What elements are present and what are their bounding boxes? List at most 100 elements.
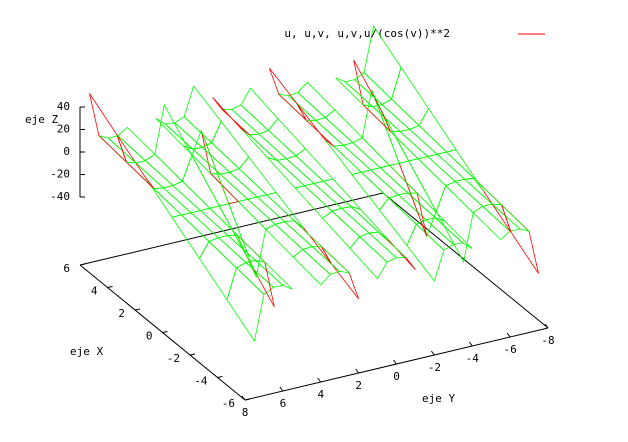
surface-cell: [162, 185, 202, 214]
surface-cell: [340, 206, 380, 234]
surface-cell: [321, 210, 361, 250]
y-tick: [468, 341, 473, 347]
surface-cell: [265, 223, 304, 258]
surface-cell: [305, 119, 345, 147]
surface-cell: [321, 246, 360, 300]
surface-cell: [445, 149, 484, 192]
surface-cell: [212, 97, 250, 136]
y-tick-label: -4: [466, 352, 480, 365]
y-tick: [355, 368, 360, 374]
surface-cell: [277, 93, 317, 121]
surface-cell: [171, 214, 210, 260]
surface-cell: [352, 137, 391, 169]
y-tick-label: -6: [504, 343, 517, 356]
x-tick: [79, 263, 86, 266]
surface-cell: [379, 165, 419, 194]
surface-cell: [490, 203, 530, 232]
surface-cell: [324, 109, 363, 144]
surface-cell: [285, 155, 325, 184]
surface-cell: [371, 104, 411, 132]
surface-cell: [98, 135, 138, 164]
x-tick: [244, 398, 251, 401]
y-tick: [317, 377, 322, 383]
z-tick-label: -20: [50, 168, 70, 181]
y-tick: [279, 386, 284, 392]
z-axis-label: eje Z: [25, 113, 58, 126]
surface-cell: [180, 212, 220, 242]
surface-cell: [463, 178, 503, 206]
surface-cell: [209, 173, 249, 202]
surface-cell: [399, 128, 438, 157]
surface-cell: [239, 127, 278, 161]
surface-cell: [89, 93, 127, 163]
surface-cell: [349, 236, 388, 280]
x-tick-label: 2: [118, 307, 125, 320]
surface-cell: [335, 77, 374, 108]
surface-cell: [295, 148, 334, 182]
surface-cell: [473, 178, 512, 233]
y-tick-label: 4: [317, 388, 324, 401]
surface-cell: [361, 104, 402, 133]
x-tick-label: -6: [222, 397, 235, 410]
surface-cell: [311, 246, 351, 274]
surface-cell: [144, 153, 184, 186]
surface-cell: [315, 117, 354, 146]
surface-cell: [351, 171, 390, 211]
x-tick-label: -2: [167, 352, 180, 365]
surface-cell: [296, 103, 335, 147]
surface-cell: [408, 125, 448, 155]
surface-cell: [358, 232, 398, 263]
surface-cell: [342, 142, 382, 171]
surface-cell: [454, 178, 493, 207]
x-tick-label: -4: [194, 375, 208, 388]
surface-cell: [501, 204, 539, 274]
y-tick: [393, 359, 397, 365]
surface-cell: [276, 158, 315, 187]
surface-cell: [221, 108, 260, 136]
z-tick-label: 0: [63, 145, 70, 158]
x-tick-label: 0: [146, 330, 153, 343]
y-tick-label: -2: [428, 361, 441, 374]
surface-cell: [283, 220, 323, 248]
surface-cell: [322, 178, 362, 211]
y-tick-label: 0: [393, 370, 400, 383]
surface-cell: [217, 235, 257, 263]
z-tick-label: -40: [50, 190, 70, 203]
surface-cell: [380, 110, 419, 162]
surface-cell: [164, 122, 204, 150]
surface-cell: [155, 117, 193, 150]
surface-cell: [144, 175, 183, 218]
surface-cell: [200, 130, 240, 205]
surface-cell: [226, 234, 267, 263]
y-tick-label: 2: [355, 379, 362, 392]
surface-cell: [388, 162, 428, 237]
surface-cell: [424, 217, 464, 245]
y-tick: [506, 332, 511, 338]
surface-cell: [426, 153, 466, 182]
surface-cell: [266, 156, 306, 189]
y-tick-label: 6: [280, 397, 287, 410]
y-tick-label: 8: [242, 406, 249, 419]
surface-cell: [274, 221, 313, 250]
surface-cell: [172, 180, 211, 211]
x-tick: [189, 353, 196, 356]
y-tick: [430, 350, 435, 356]
surface-cell: [313, 180, 352, 209]
surface-cell: [353, 59, 392, 133]
y-tick: [241, 395, 246, 401]
surface-cell: [199, 240, 237, 301]
surface-cell: [237, 198, 276, 230]
x-axis-label: eje X: [70, 345, 103, 358]
x-tick-label: 4: [91, 285, 98, 298]
surface-cell: [226, 267, 265, 343]
y-tick-label: -8: [541, 334, 554, 347]
surface-cell: [240, 87, 279, 131]
surface-cell: [153, 187, 192, 216]
surface-cell: [353, 72, 393, 106]
surface-cell: [238, 156, 277, 196]
x-tick: [134, 308, 141, 311]
surface-cell: [254, 259, 293, 290]
surface-cell: [135, 160, 174, 189]
surface-cell: [293, 220, 332, 264]
